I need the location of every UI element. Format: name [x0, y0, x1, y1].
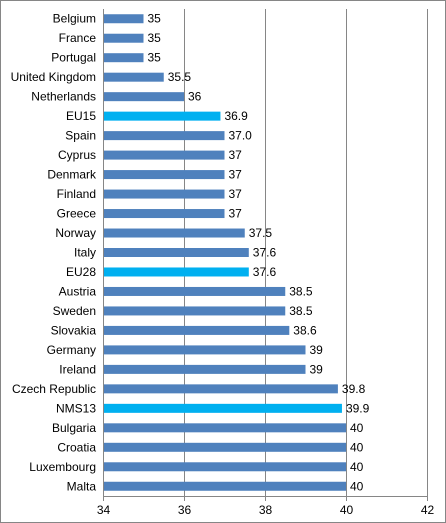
category-label: United Kingdom [11, 70, 96, 84]
bar-croatia [103, 442, 346, 452]
category-label: Norway [55, 226, 96, 240]
bar-luxembourg [103, 462, 346, 472]
bar-united-kingdom [103, 72, 164, 82]
bar-nms13 [103, 403, 342, 413]
data-label: 37.5 [249, 226, 273, 240]
bar-eu15 [103, 111, 221, 121]
data-label: 37.6 [253, 246, 277, 260]
category-label: EU15 [66, 109, 96, 123]
bar-bulgaria [103, 423, 346, 433]
x-tick-label: 34 [97, 503, 111, 517]
bars [103, 14, 346, 491]
category-label: Czech Republic [12, 382, 96, 396]
data-label: 38.5 [289, 284, 313, 298]
data-label: 38.5 [289, 304, 313, 318]
data-label: 36.9 [224, 109, 248, 123]
bar-slovakia [103, 325, 290, 335]
data-label: 38.6 [293, 323, 317, 337]
bar-germany [103, 345, 306, 355]
x-tick-label: 42 [421, 503, 435, 517]
bar-malta [103, 481, 346, 491]
value-labels: 35 35 35 35.5 36 36.9 37.0 37 37 37 37 37.5 37.6 37.6… [148, 12, 370, 494]
bar-spain [103, 131, 225, 141]
bar-france [103, 33, 144, 43]
x-tick-label: 40 [340, 503, 354, 517]
data-label: 40 [350, 421, 364, 435]
bar-norway [103, 228, 245, 238]
data-label: 35 [148, 51, 162, 65]
category-label: Austria [59, 284, 97, 298]
category-label: Portugal [51, 51, 96, 65]
bar-czech-republic [103, 384, 338, 394]
data-label: 36 [188, 90, 202, 104]
data-label: 37 [229, 148, 243, 162]
bar-sweden [103, 306, 286, 316]
bar-netherlands [103, 92, 184, 102]
data-label: 37 [229, 207, 243, 221]
x-tick-label: 38 [259, 503, 273, 517]
data-label: 37 [229, 168, 243, 182]
category-label: Italy [74, 246, 96, 260]
category-label: France [59, 31, 97, 45]
x-axis: 34 36 38 40 42 [97, 9, 435, 517]
data-label: 39 [310, 343, 324, 357]
bar-austria [103, 286, 286, 296]
category-label: Luxembourg [29, 460, 96, 474]
x-tick-label: 36 [178, 503, 192, 517]
category-label: Germany [47, 343, 96, 357]
data-label: 39.9 [346, 401, 370, 415]
category-label: Belgium [53, 12, 96, 26]
category-label: Slovakia [51, 323, 97, 337]
category-label: Sweden [53, 304, 96, 318]
category-label: EU28 [66, 265, 96, 279]
data-label: 40 [350, 440, 364, 454]
bar-cyprus [103, 150, 225, 160]
category-label: Denmark [47, 168, 97, 182]
category-labels: Belgium France Portugal United Kingdom Nethe… [11, 12, 97, 494]
bar-belgium [103, 14, 144, 24]
category-label: Bulgaria [52, 421, 96, 435]
data-label: 37.6 [253, 265, 277, 279]
category-label: Croatia [57, 440, 96, 454]
category-label: Netherlands [31, 90, 96, 104]
category-label: Ireland [59, 362, 96, 376]
category-label: Cyprus [58, 148, 96, 162]
data-label: 40 [350, 460, 364, 474]
bar-eu28 [103, 267, 249, 277]
category-label: NMS13 [56, 401, 96, 415]
data-label: 35 [148, 12, 162, 26]
bar-portugal [103, 53, 144, 63]
bar-greece [103, 209, 225, 219]
data-label: 39 [310, 362, 324, 376]
category-label: Finland [57, 187, 96, 201]
bar-italy [103, 248, 249, 257]
data-label: 37.0 [229, 129, 253, 143]
category-label: Spain [65, 129, 96, 143]
data-label: 35.5 [168, 70, 192, 84]
category-label: Malta [67, 479, 97, 493]
data-label: 39.8 [342, 382, 366, 396]
bar-ireland [103, 364, 306, 374]
bar-denmark [103, 170, 225, 180]
category-label: Greece [57, 207, 97, 221]
data-label: 40 [350, 479, 364, 493]
bar-finland [103, 189, 225, 199]
data-label: 37 [229, 187, 243, 201]
data-label: 35 [148, 31, 162, 45]
